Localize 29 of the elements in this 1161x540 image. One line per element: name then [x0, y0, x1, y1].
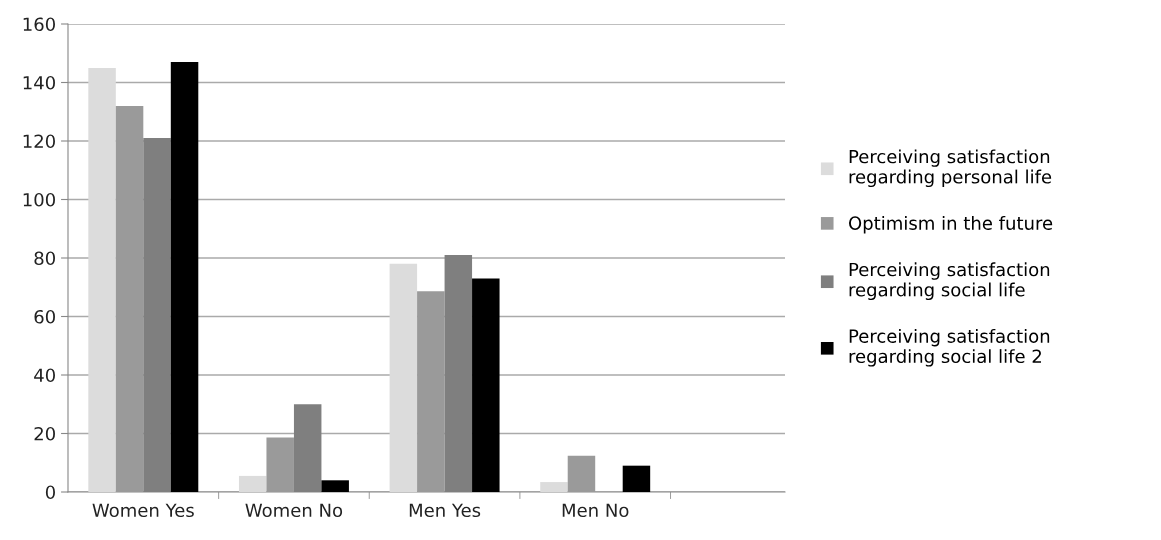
bar [540, 482, 568, 492]
bar [472, 278, 500, 492]
x-tick-label: Women Yes [92, 503, 194, 518]
x-tick-label: Men No [562, 503, 629, 518]
y-tick-label: 40 [34, 368, 55, 383]
bar [266, 437, 294, 492]
x-tick-label: Men Yes [409, 503, 481, 518]
bar [389, 263, 418, 492]
y-tick-label: 120 [23, 134, 55, 149]
bar [567, 455, 596, 492]
y-tick-label: 20 [34, 426, 55, 441]
bar [238, 475, 267, 492]
bar [622, 465, 651, 492]
bar [170, 62, 199, 492]
legend-label: Perceiving satisfaction regarding personal life [849, 149, 1052, 188]
y-tick-label: 160 [23, 17, 55, 32]
y-tick-label: 60 [34, 309, 55, 324]
bar [417, 291, 445, 492]
x-tick-label: Women No [245, 503, 343, 518]
bar [88, 67, 116, 492]
legend-label: Perceiving satisfaction regarding social life 2 [849, 328, 1050, 367]
y-tick-label: 140 [23, 75, 55, 90]
y-tick-label: 100 [23, 192, 55, 207]
legend-label: Perceiving satisfaction regarding social life [849, 262, 1050, 301]
bar [321, 480, 349, 492]
legend-label: Optimism in the future [849, 215, 1053, 234]
y-tick-label: 0 [45, 485, 55, 500]
bar [115, 105, 144, 492]
y-tick-label: 80 [34, 251, 55, 266]
